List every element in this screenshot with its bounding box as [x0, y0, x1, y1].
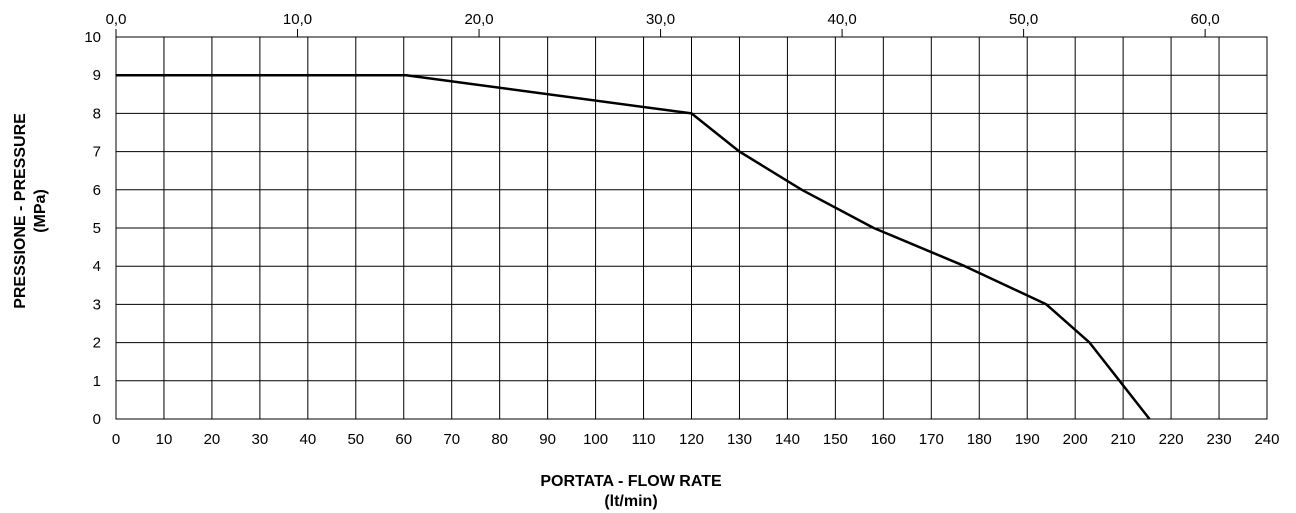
x-tick-label: 90 — [539, 431, 556, 448]
chart-grid — [115, 36, 1268, 420]
secondary-x-tick-label: 30,0 — [646, 11, 675, 28]
x-tick-label: 150 — [823, 431, 848, 448]
secondary-x-tick-label: 40,0 — [827, 11, 856, 28]
x-tick-label: 20 — [204, 431, 221, 448]
x-tick-label: 120 — [679, 431, 704, 448]
chart-series — [116, 73, 1151, 420]
y-tick-label: 4 — [93, 258, 101, 275]
x-tick-label: 80 — [491, 431, 508, 448]
y-tick-label: 7 — [93, 144, 101, 161]
x-tick-label: 50 — [347, 431, 364, 448]
x-tick-label: 220 — [1159, 431, 1184, 448]
x-tick-label: 240 — [1254, 431, 1279, 448]
x-tick-label: 140 — [775, 431, 800, 448]
y-axis-ticks: 0 1 2 3 4 5 6 7 8 9 10 — [84, 29, 101, 428]
x-tick-label: 210 — [1111, 431, 1136, 448]
y-axis-title: PRESSIONE - PRESSURE — [12, 113, 29, 309]
x-tick-label: 130 — [727, 431, 752, 448]
x-axis-ticks: 0 10 20 30 40 50 60 70 80 90 100 110 120 130 140 150 160… — [112, 431, 1280, 448]
y-tick-label: 3 — [93, 296, 101, 313]
secondary-x-tick-label: 10,0 — [283, 11, 312, 28]
x-tick-label: 100 — [583, 431, 608, 448]
x-axis-unit: (lt/min) — [604, 493, 657, 510]
x-tick-label: 40 — [299, 431, 316, 448]
y-tick-label: 9 — [93, 67, 101, 84]
x-tick-label: 190 — [1015, 431, 1040, 448]
x-tick-label: 70 — [443, 431, 460, 448]
secondary-x-tick-label: 60,0 — [1191, 11, 1220, 28]
x-tick-label: 160 — [871, 431, 896, 448]
x-tick-label: 60 — [395, 431, 412, 448]
x-tick-label: 230 — [1207, 431, 1232, 448]
y-tick-label: 10 — [84, 29, 101, 46]
y-tick-label: 1 — [93, 373, 101, 390]
x-tick-label: 30 — [252, 431, 269, 448]
x-tick-label: 200 — [1063, 431, 1088, 448]
y-tick-label: 2 — [93, 335, 101, 352]
x-tick-label: 180 — [967, 431, 992, 448]
x-tick-label: 170 — [919, 431, 944, 448]
series-line — [116, 73, 1151, 420]
y-tick-label: 5 — [93, 220, 101, 237]
y-tick-label: 0 — [93, 411, 101, 428]
x-tick-label: 10 — [156, 431, 173, 448]
secondary-x-tick-label: 0,0 — [106, 11, 127, 28]
secondary-x-axis-ticks: 0,0 10,0 20,0 30,0 40,0 50,0 60,0 — [106, 11, 1220, 37]
secondary-x-tick-label: 20,0 — [464, 11, 493, 28]
y-tick-label: 8 — [93, 105, 101, 122]
x-tick-label: 0 — [112, 431, 120, 448]
y-tick-label: 6 — [93, 182, 101, 199]
y-axis-unit: (MPa) — [32, 189, 49, 233]
x-tick-label: 110 — [632, 431, 656, 448]
secondary-x-tick-label: 50,0 — [1009, 11, 1038, 28]
x-axis-title: PORTATA - FLOW RATE — [540, 473, 722, 490]
plot-frame — [115, 36, 1268, 420]
